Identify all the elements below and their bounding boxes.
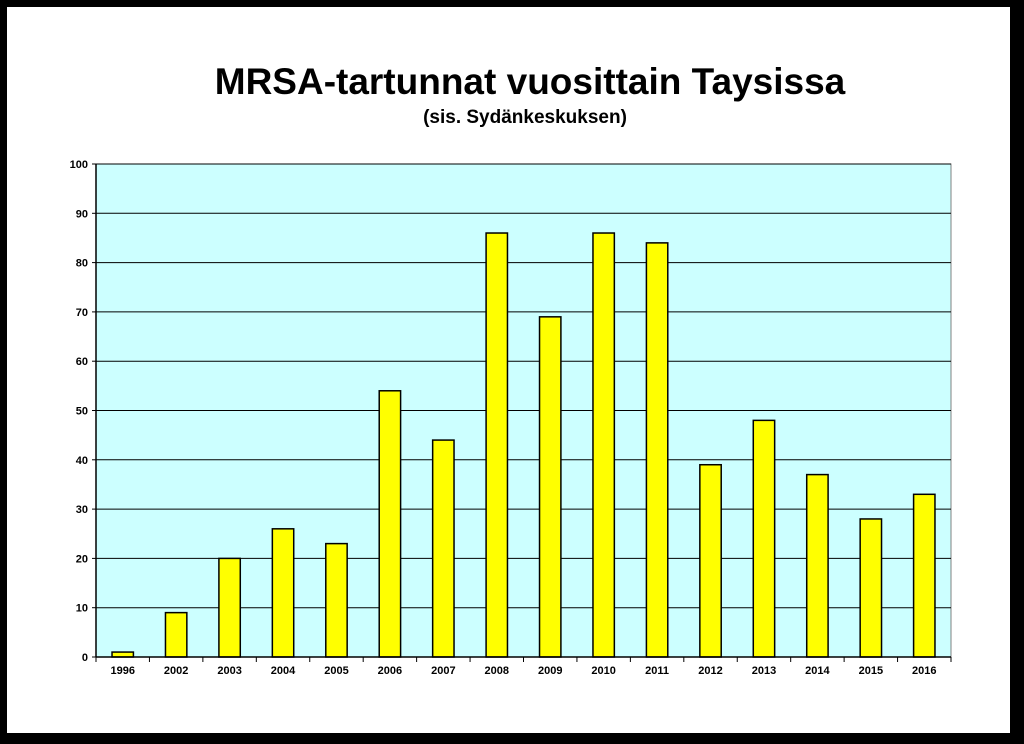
bars — [111, 232, 936, 658]
x-tick-label: 2008 — [485, 665, 509, 677]
y-tick-label: 30 — [76, 504, 88, 516]
bar-2002 — [164, 611, 188, 658]
x-tick-label: 2002 — [164, 665, 188, 677]
y-tick-label: 50 — [76, 406, 88, 418]
bar-2012 — [699, 463, 722, 658]
x-tick-label: 2004 — [271, 665, 296, 677]
bar-2007 — [431, 439, 455, 658]
y-tick-label: 100 — [70, 159, 88, 171]
chart-title: MRSA-tartunnat vuosittain Taysissa — [214, 61, 846, 102]
x-tick-label: 2009 — [538, 665, 562, 677]
x-tick-label: 2007 — [431, 665, 455, 677]
x-tick-label: 2016 — [912, 665, 936, 677]
bar-2016 — [912, 493, 936, 658]
y-tick-label: 60 — [76, 356, 88, 368]
y-tick-label: 40 — [76, 455, 88, 467]
x-tick-label: 2005 — [324, 665, 348, 677]
bar-2003 — [218, 557, 242, 658]
bar-2009 — [538, 316, 562, 658]
bar-2010 — [592, 232, 616, 658]
chart-subtitle: (sis. Sydänkeskuksen) — [423, 107, 627, 128]
bar-2006 — [378, 390, 402, 658]
bar-2005 — [325, 542, 348, 658]
x-tick-label: 2010 — [591, 665, 615, 677]
y-tick-label: 90 — [76, 208, 88, 220]
x-tick-label: 1996 — [110, 665, 134, 677]
x-tick-label: 2014 — [805, 665, 830, 677]
x-tick-label: 2012 — [698, 665, 722, 677]
x-tick-label: 2006 — [378, 665, 402, 677]
bar-2014 — [805, 473, 829, 658]
x-tick-labels: 1996 2002 2003 2004 2005 2006 2007 2008 2009 2010… — [95, 657, 952, 677]
x-tick-label: 2011 — [645, 665, 669, 677]
y-tick-label: 0 — [82, 652, 88, 664]
bar-2013 — [752, 419, 776, 658]
bar-2004 — [271, 528, 295, 658]
y-tick-label: 20 — [76, 553, 88, 565]
y-tick-label: 80 — [76, 258, 88, 270]
y-tick-label: 10 — [76, 603, 88, 615]
x-tick-label: 2013 — [752, 665, 776, 677]
bar-2011 — [645, 242, 669, 658]
bar-2008 — [485, 232, 509, 658]
x-tick-label: 2015 — [859, 665, 883, 677]
x-tick-label: 2003 — [217, 665, 241, 677]
y-tick-label: 70 — [76, 307, 88, 319]
y-tick-labels: 0 10 20 30 40 50 60 70 80 90 100 — [70, 159, 96, 664]
bar-2015 — [859, 518, 883, 658]
